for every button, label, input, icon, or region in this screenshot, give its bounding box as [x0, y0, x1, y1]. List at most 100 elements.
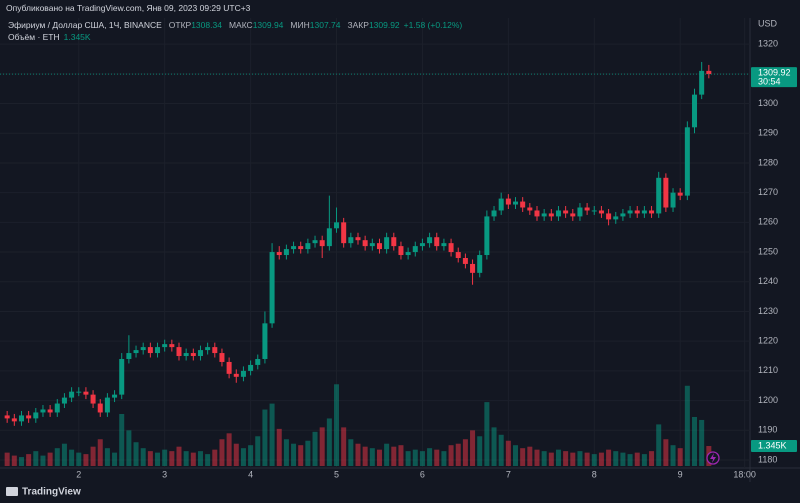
volume-bar [620, 452, 626, 466]
ohlc-label: ОТКР [168, 20, 192, 30]
volume-bar [197, 451, 203, 466]
candle-body [40, 409, 46, 413]
x-tick-label: 7 [506, 469, 511, 479]
volume-bar [112, 452, 118, 466]
volume-bar [670, 445, 676, 466]
volume-bar [226, 433, 232, 466]
ohlc-item: ОТКР1308.34 [169, 20, 222, 30]
brand-logo [6, 487, 18, 496]
volume-bar [104, 448, 110, 466]
candle-body [190, 353, 196, 357]
candle-body [147, 347, 153, 354]
candle-body [455, 252, 461, 258]
candles [4, 61, 712, 426]
volume-bar [190, 452, 196, 466]
volume-bar [97, 439, 103, 466]
candle-body [391, 237, 397, 247]
candle-body [441, 243, 447, 247]
countdown-label: 30:54 [758, 76, 781, 86]
volume-bar [412, 449, 418, 466]
candle-body [76, 391, 82, 393]
volume-bar [33, 451, 39, 466]
y-tick-label: 1260 [758, 217, 778, 227]
candle-body [18, 415, 24, 422]
candle-body [47, 409, 53, 413]
candle-body [362, 240, 368, 247]
volume-bar [205, 454, 211, 466]
volume-bar [505, 440, 511, 466]
candle-body [140, 347, 146, 351]
volume-bar [448, 445, 454, 466]
candle-body [276, 252, 282, 256]
volume-bar [462, 439, 468, 466]
volume-pane [4, 384, 712, 466]
y-tick-label: 1220 [758, 336, 778, 346]
candle-body [649, 210, 655, 214]
volume-bar [391, 446, 397, 466]
volume-bar [283, 439, 289, 466]
y-tick-label: 1210 [758, 365, 778, 375]
candle-body [97, 403, 103, 413]
volume-bar [47, 452, 53, 466]
volume-bar [584, 452, 590, 466]
candle-body [555, 210, 561, 217]
candle-body [226, 361, 232, 374]
candle-body [4, 415, 10, 419]
y-tick-label: 1180 [758, 454, 777, 464]
candle-body [570, 213, 576, 217]
candle-body [283, 249, 289, 256]
candle-body [656, 177, 662, 214]
volume-bar [455, 443, 461, 466]
symbol[interactable]: Эфириум / Доллар США, 1Ч, BINANCE [8, 20, 162, 30]
candle-body [462, 258, 468, 264]
volume-bar [362, 446, 368, 466]
y-tick-label: 1270 [758, 187, 778, 197]
candle-body [563, 210, 569, 214]
candle-body [641, 210, 647, 214]
candle-body [183, 353, 189, 357]
x-tick-label: 4 [248, 469, 253, 479]
candle-body [684, 127, 690, 196]
volume-bar [83, 454, 89, 466]
candle-body [384, 237, 390, 250]
volume-bar [641, 454, 647, 466]
volume-bar [76, 452, 82, 466]
x-tick-label: 5 [334, 469, 339, 479]
volume-bar [255, 436, 261, 466]
candle-body [513, 201, 519, 205]
volume-bar [591, 454, 597, 466]
candle-body [520, 201, 526, 208]
x-tick-label: 6 [420, 469, 425, 479]
candle-body [548, 213, 554, 217]
axes: 1180 1190 1200 1210 1220 1230 1240 1250 1260 1270… [0, 39, 797, 479]
ohlc-value: 1307.74 [309, 20, 341, 30]
published-line: Опубликовано на TradingView.com, Янв 09,… [6, 3, 250, 13]
volume-bar [513, 445, 519, 466]
candle-body [291, 246, 297, 250]
volume-bar [348, 439, 354, 466]
volume-bar [183, 451, 189, 466]
ohlc-label: МИН [290, 20, 310, 30]
volume-bar [262, 409, 268, 466]
volume-bar [405, 451, 411, 466]
volume-bar [155, 452, 161, 466]
volume-bar [419, 451, 425, 466]
candle-body [298, 246, 304, 250]
ohlc-item: ЗАКР1309.92 [348, 20, 400, 30]
candle-body [477, 255, 483, 273]
volume-value: 1.345K [63, 32, 91, 42]
candle-body [133, 350, 139, 354]
volume-bar [598, 452, 604, 466]
candle-body [577, 207, 583, 217]
last-price-label: 1309.92 [758, 67, 791, 77]
volume-bar [126, 430, 132, 466]
candle-body [104, 397, 110, 413]
y-tick-label: 1230 [758, 306, 778, 316]
y-tick-label: 1200 [758, 395, 778, 405]
candle-body [54, 403, 60, 413]
volume-bar [18, 457, 24, 466]
y-tick-label: 1300 [758, 98, 778, 108]
volume-bar [40, 455, 46, 466]
candle-body [176, 347, 182, 357]
candle-body [119, 358, 125, 395]
